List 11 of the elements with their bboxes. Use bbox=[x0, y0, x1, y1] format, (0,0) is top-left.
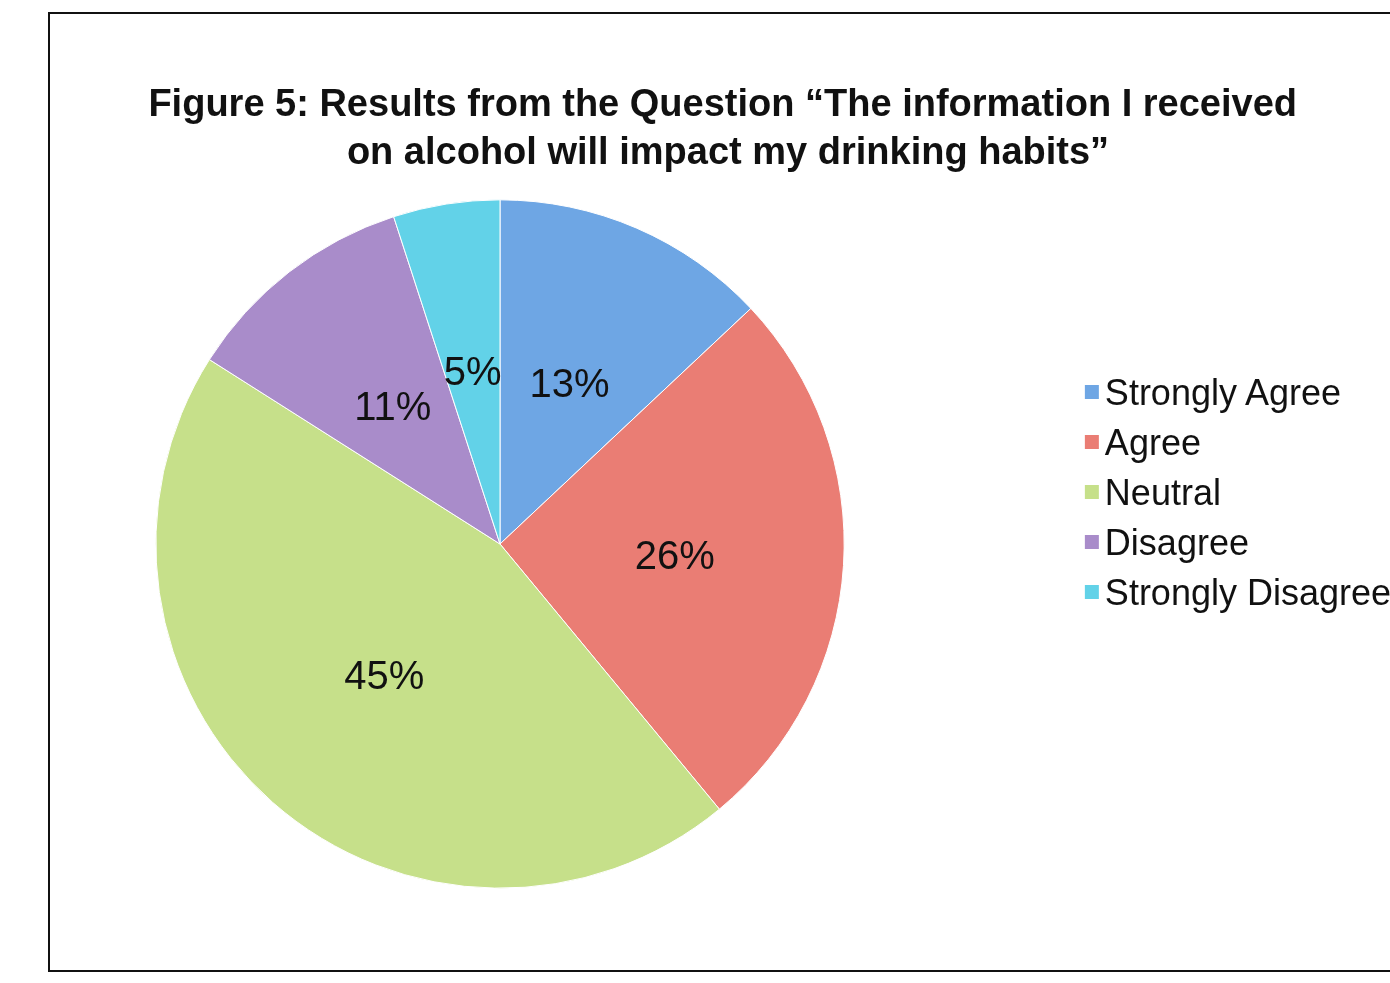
legend-label: Strongly Agree bbox=[1104, 371, 1342, 413]
chart-title: Figure 5: Results from the Question “The information I received on alcohol will impact my drinking habits” bbox=[148, 82, 1308, 172]
legend-label: Disagree bbox=[1104, 521, 1249, 563]
data-label: 5% bbox=[443, 349, 502, 394]
data-label: 45% bbox=[344, 653, 425, 698]
legend-label: Strongly Disagree bbox=[1104, 571, 1390, 613]
legend-label: Agree bbox=[1104, 421, 1201, 463]
data-label: 13% bbox=[529, 361, 610, 406]
data-label: 26% bbox=[634, 532, 715, 577]
data-label: 11% bbox=[354, 383, 432, 428]
legend-label: Neutral bbox=[1104, 471, 1221, 513]
